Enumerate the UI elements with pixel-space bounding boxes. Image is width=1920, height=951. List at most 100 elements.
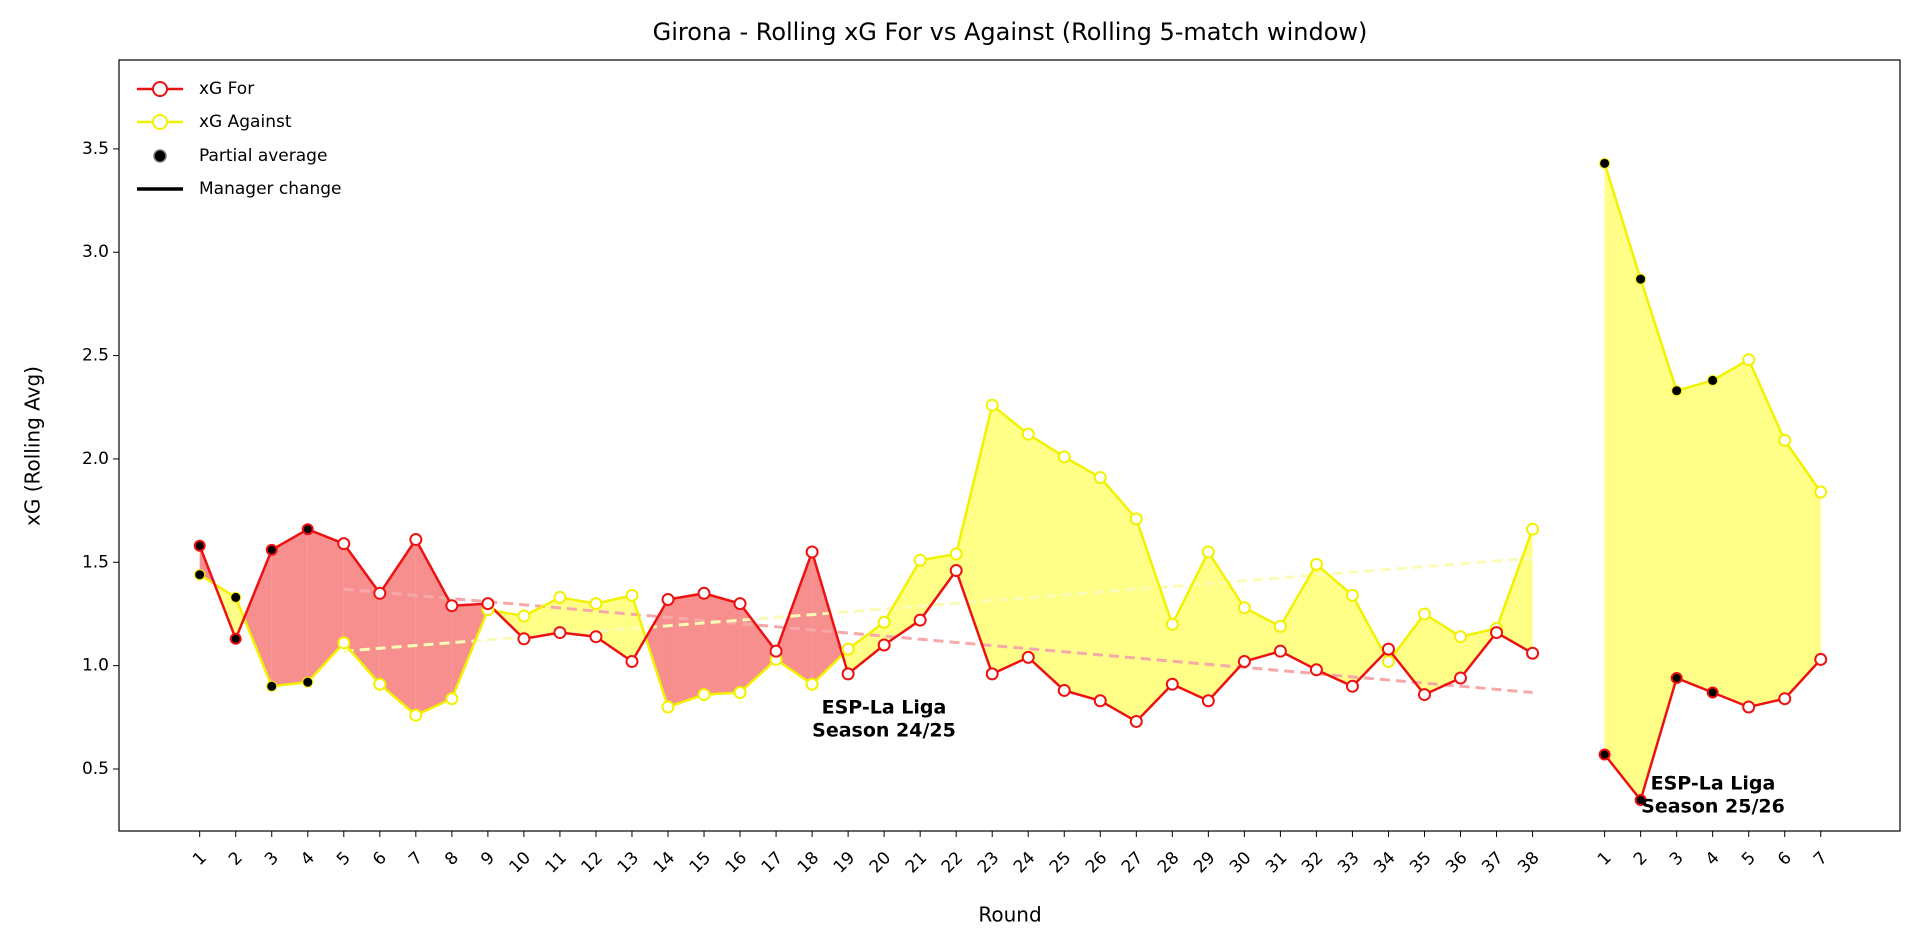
marker [805, 545, 819, 559]
fill-area [1424, 613, 1461, 695]
legend-label: Manager change [199, 179, 341, 199]
marker [1778, 433, 1792, 447]
fill-area [667, 593, 705, 707]
marker [1309, 557, 1323, 571]
legend-label: Partial average [199, 146, 327, 166]
marker [625, 655, 639, 669]
fill-area [271, 529, 308, 687]
y-tick-label: 0.5 [82, 759, 109, 779]
marker [661, 700, 675, 714]
marker [1093, 471, 1107, 485]
partial-marker [230, 591, 242, 603]
x-tick-label: 6 [369, 848, 391, 870]
fill-area [812, 551, 843, 685]
marker [1814, 652, 1828, 666]
plot-frame [118, 59, 1901, 832]
marker [1417, 688, 1431, 702]
fill-area [884, 560, 921, 645]
x-tick-label: 21 [902, 848, 931, 877]
x-tick-label: 11 [542, 848, 571, 877]
x-tick-label: 6 [1774, 848, 1796, 870]
marker [769, 644, 783, 658]
partial-marker [1671, 385, 1683, 397]
x-tick-label: 28 [1154, 848, 1183, 877]
x-axis-label: Round [978, 903, 1041, 927]
marker [1454, 630, 1468, 644]
x-tick-label: 25 [1046, 848, 1075, 877]
marker [445, 692, 459, 706]
fill-area [1316, 564, 1353, 687]
marker [697, 586, 711, 600]
fill-area [1784, 440, 1821, 699]
marker [1021, 650, 1035, 664]
x-tick-label: 4 [297, 848, 319, 870]
fill-area [1352, 595, 1385, 687]
marker [949, 564, 963, 578]
partial-marker [194, 569, 206, 581]
marker [1093, 694, 1107, 708]
fill-area [379, 539, 416, 716]
marker [1309, 663, 1323, 677]
legend-label: xG For [199, 79, 254, 99]
marker [481, 597, 495, 611]
x-tick-label: 5 [1738, 848, 1760, 870]
fill-area [1064, 456, 1101, 701]
marker [409, 533, 423, 547]
x-tick-label: 7 [1810, 848, 1832, 870]
partial-marker [1635, 273, 1647, 285]
marker [1381, 642, 1395, 656]
x-tick-label: 13 [614, 848, 643, 877]
marker [1742, 353, 1756, 367]
x-tick-label: 1 [189, 848, 211, 870]
fill-area [956, 405, 993, 674]
fill-area [704, 593, 741, 695]
partial-marker [1670, 672, 1683, 685]
x-tick-label: 1 [1594, 848, 1616, 870]
fill-area [920, 554, 957, 621]
fill-area [1028, 434, 1065, 691]
annotation: ESP-La Liga [1651, 773, 1776, 795]
marker [1165, 677, 1179, 691]
x-tick-label: 29 [1190, 848, 1219, 877]
annotation: ESP-La Liga [822, 697, 947, 719]
marker [1129, 512, 1143, 526]
fill-area [1280, 564, 1317, 670]
marker [1778, 692, 1792, 706]
marker [625, 588, 639, 602]
marker [913, 613, 927, 627]
legend-label: xG Against [199, 112, 292, 132]
partial-marker [1634, 793, 1647, 806]
marker [1057, 450, 1071, 464]
marker [1201, 545, 1215, 559]
marker [805, 677, 819, 691]
fill-area [415, 539, 452, 716]
x-tick-label: 5 [333, 848, 355, 870]
x-tick-label: 3 [1666, 848, 1688, 870]
marker [1526, 646, 1540, 660]
marker [1742, 700, 1756, 714]
x-tick-label: 12 [578, 848, 607, 877]
marker [337, 636, 351, 650]
x-tick-label: 37 [1478, 848, 1507, 877]
fill-area [1712, 359, 1749, 707]
fill-area [1748, 359, 1785, 707]
marker [1129, 714, 1143, 728]
marker [661, 592, 675, 606]
x-tick-label: 15 [686, 848, 715, 877]
marker [589, 597, 603, 611]
marker [517, 609, 531, 623]
fill-area [1244, 607, 1281, 662]
partial-marker [1706, 686, 1719, 699]
partial-marker [1598, 748, 1611, 761]
partial-marker [265, 543, 278, 556]
y-axis-label: xG (Rolling Avg) [21, 366, 45, 526]
fill-area [523, 597, 560, 639]
marker [373, 677, 387, 691]
marker [877, 615, 891, 629]
x-tick-label: 24 [1010, 848, 1039, 877]
fill-area [645, 599, 668, 707]
marker [1237, 601, 1251, 615]
partial-marker [302, 676, 314, 688]
